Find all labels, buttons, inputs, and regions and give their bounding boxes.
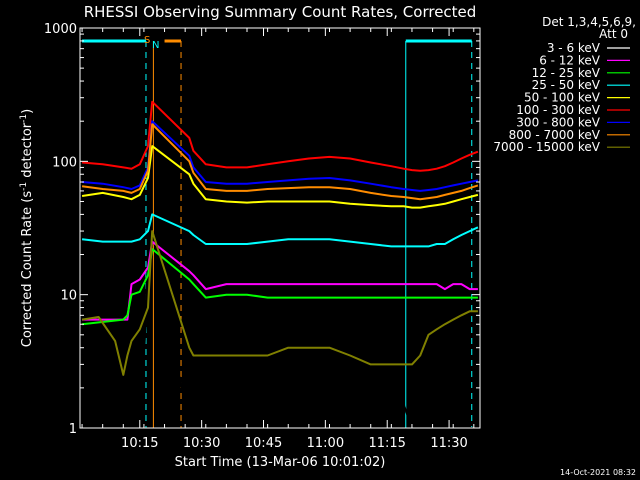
legend-entry-label: 6 - 12 keV xyxy=(539,53,601,67)
series-line-8 xyxy=(81,230,478,376)
x-tick-label: 11:15 xyxy=(368,436,405,451)
series-line-2 xyxy=(81,248,478,326)
series-line-6 xyxy=(82,120,479,192)
series-line-4 xyxy=(81,145,479,209)
y-axis-label-end: ) xyxy=(20,109,35,114)
series-line-3 xyxy=(81,213,479,248)
x-tick-label: 11:30 xyxy=(430,436,467,451)
legend-entry-label: 3 - 6 keV xyxy=(547,41,601,55)
legend-header-line1: Det 1,3,4,5,6,9, xyxy=(542,15,636,29)
y-tick-label: 100 xyxy=(52,155,77,170)
legend-header-line2: Att 0 xyxy=(599,27,628,41)
legend-entry-label: 800 - 7000 keV xyxy=(509,128,601,142)
x-tick-label: 10:15 xyxy=(121,436,158,451)
x-tick-label: 11:00 xyxy=(307,436,344,451)
timestamp: 14-Oct-2021 08:32 xyxy=(560,468,636,477)
y-axis-label: Corrected Count Rate (s-1 detector-1) xyxy=(19,109,35,347)
legend-entry-label: 25 - 50 keV xyxy=(532,78,601,92)
legend-entry-label: 7000 - 15000 keV xyxy=(493,140,600,154)
series-line-1 xyxy=(82,240,478,321)
legend-entry-label: 100 - 300 keV xyxy=(516,103,600,117)
y-axis-label-sup1: -1 xyxy=(19,182,29,191)
x-tick-label: 10:45 xyxy=(245,436,282,451)
y-tick-label: 10 xyxy=(60,289,77,304)
y-axis: 1 10 100 1000 xyxy=(44,22,480,437)
flag-n-label: N xyxy=(152,40,159,51)
legend-entry-label: 300 - 800 keV xyxy=(516,115,600,129)
legend-entry-label: 50 - 100 keV xyxy=(524,91,601,105)
plot-frame xyxy=(79,27,481,429)
legend-entry-label: 12 - 25 keV xyxy=(532,66,601,80)
y-tick-label: 1000 xyxy=(44,22,77,37)
chart-title: RHESSI Observing Summary Count Rates, Co… xyxy=(84,3,477,21)
y-axis-label-sup2: -1 xyxy=(19,114,29,123)
x-axis-label: Start Time (13-Mar-06 10:01:02) xyxy=(175,455,386,470)
y-axis-label-mid: detector xyxy=(20,122,35,182)
y-tick-label: 1 xyxy=(69,422,77,437)
y-axis-label-main: Corrected Count Rate (s xyxy=(20,191,35,348)
flag-s-label: S xyxy=(144,35,150,46)
series-line-7 xyxy=(81,123,479,201)
x-tick-label: 10:30 xyxy=(183,436,220,451)
plot-area xyxy=(81,39,479,429)
x-axis: 10:15 10:30 10:45 11:00 11:15 11:30 xyxy=(81,28,475,451)
series-line-5 xyxy=(82,100,479,172)
